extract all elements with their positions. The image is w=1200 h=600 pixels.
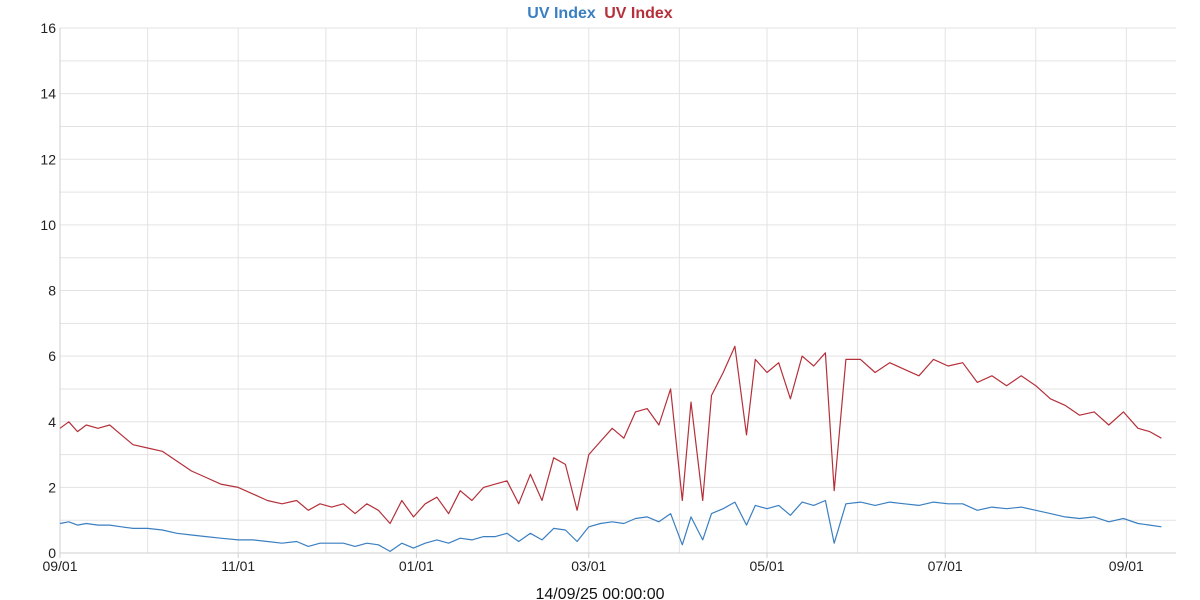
chart-title: UV Index UV Index [527, 5, 672, 22]
y-tick-labels: 0 2 4 6 8 10 12 14 16 [40, 20, 56, 561]
title-part-blue: UV Index [527, 5, 596, 22]
x-tick-label: 07/01 [928, 558, 963, 574]
y-tick-label: 2 [48, 479, 56, 495]
y-tick-label: 4 [48, 414, 56, 430]
x-tick-label: 01/01 [399, 558, 434, 574]
series-line-1 [59, 499, 1162, 553]
grid [59, 27, 1176, 554]
title-part-red: UV Index [604, 5, 673, 22]
y-tick-label: 8 [48, 283, 56, 299]
y-tick-label: 12 [40, 151, 56, 167]
y-tick-label: 16 [40, 20, 56, 36]
x-tick-label: 11/01 [221, 558, 255, 574]
series-line-0 [59, 345, 1162, 525]
y-tick-label: 6 [48, 348, 56, 364]
y-tick-label: 10 [40, 217, 56, 233]
x-axis-label: 14/09/25 00:00:00 [535, 586, 664, 600]
x-tick-label: 05/01 [749, 558, 784, 574]
series-lines [59, 345, 1162, 553]
x-tick-label: 09/01 [1109, 558, 1144, 574]
x-tick-label: 03/01 [571, 558, 606, 574]
x-tick-labels: 09/01 11/01 01/01 03/01 05/01 07/01 09/01 [42, 553, 1144, 574]
x-tick-label: 09/01 [42, 558, 77, 574]
y-tick-label: 14 [40, 86, 56, 102]
axes [59, 28, 1176, 554]
y-tick-label: 0 [48, 545, 56, 561]
